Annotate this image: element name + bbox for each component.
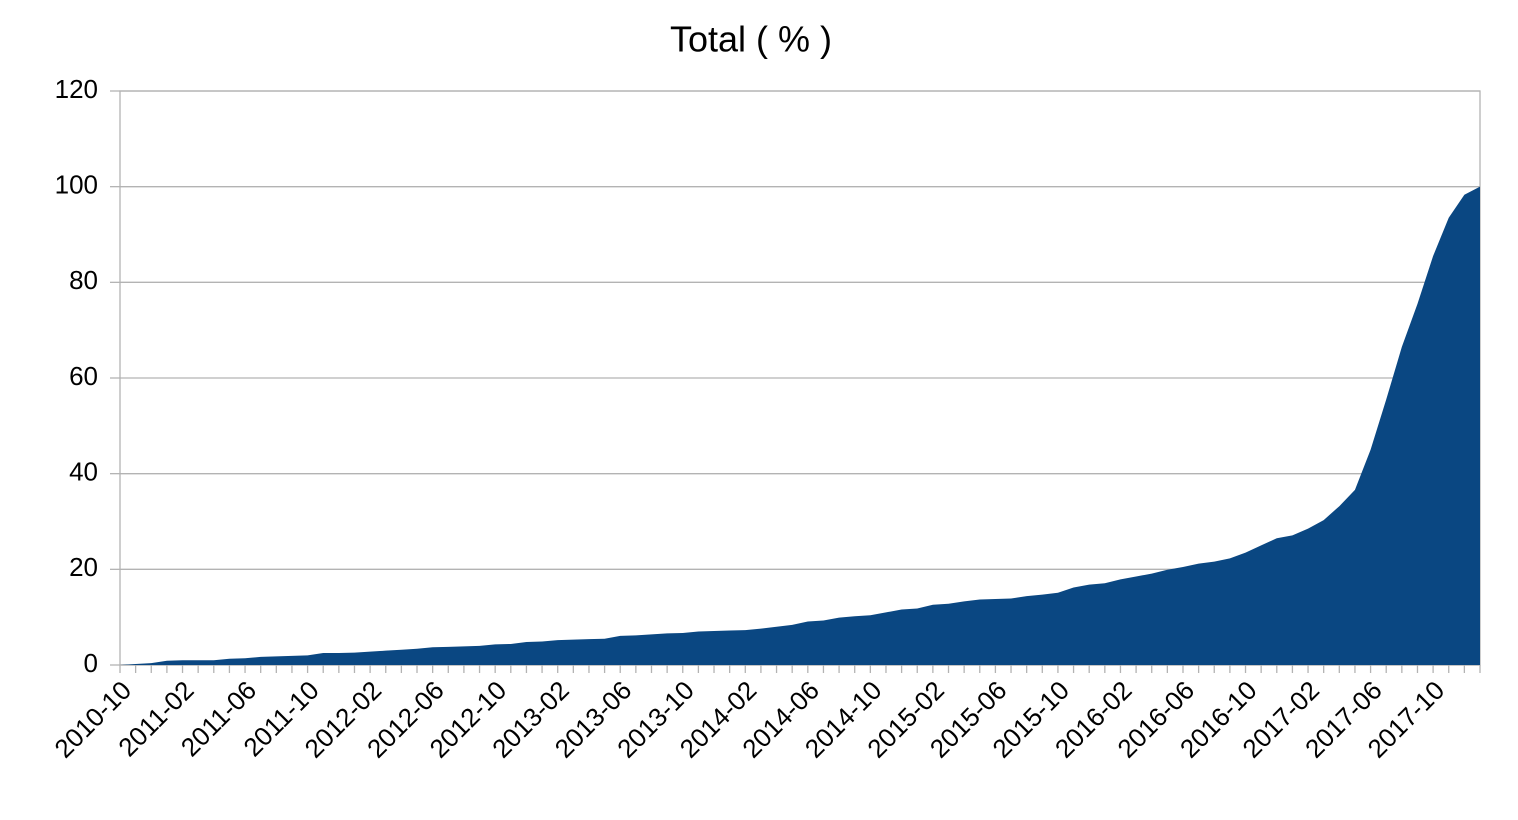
area <box>120 186 1480 665</box>
y-tick-label: 40 <box>69 457 98 487</box>
y-tick-label: 80 <box>69 265 98 295</box>
y-tick-label: 60 <box>69 361 98 391</box>
y-tick-label: 120 <box>55 74 98 104</box>
y-tick-label: 100 <box>55 170 98 200</box>
y-tick-label: 0 <box>84 648 98 678</box>
chart-title: Total ( % ) <box>670 19 832 60</box>
y-tick-label: 20 <box>69 552 98 582</box>
